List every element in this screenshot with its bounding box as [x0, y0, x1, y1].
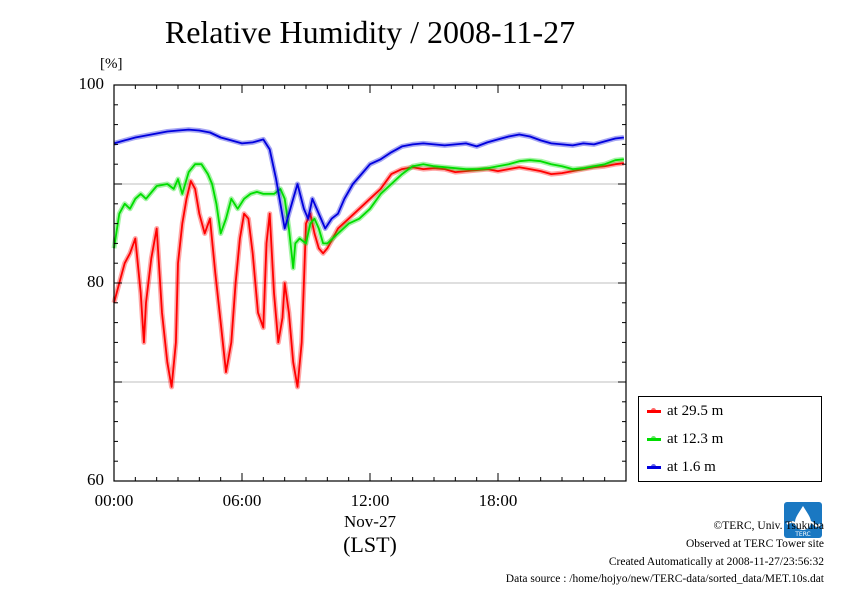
legend-label: at 1.6 m: [667, 458, 716, 475]
x-tick-label-1800: 18:00: [478, 491, 518, 510]
x-axis-label: (LST): [343, 532, 397, 557]
legend-item-1-6m: at 1.6 m: [647, 457, 716, 477]
y-axis-unit: [%]: [100, 56, 123, 72]
y-tick-label-60: 60: [87, 470, 104, 489]
legend-swatch-green: [647, 435, 661, 441]
legend-item-29-5m: at 29.5 m: [647, 401, 723, 421]
x-date-label: Nov-27: [344, 512, 396, 531]
footer-copyright: ©TERC, Univ. Tsukuba: [713, 520, 824, 532]
series-layer: [111, 127, 625, 390]
axis-ticks: [113, 84, 627, 482]
series-halo-1: [111, 156, 625, 271]
legend-swatch-red: [647, 407, 661, 413]
series-line-1: [113, 158, 624, 270]
x-tick-label-0600: 06:00: [222, 491, 262, 510]
x-tick-label-1200: 12:00: [350, 491, 390, 510]
legend-label: at 12.3 m: [667, 430, 724, 447]
logo-text: TERC: [794, 531, 811, 538]
legend-label: at 29.5 m: [667, 402, 724, 419]
grid-lines: [114, 183, 626, 383]
y-tick-label-100: 100: [78, 74, 105, 93]
footer-observed: Observed at TERC Tower site: [685, 538, 824, 550]
x-tick-label-0000: 00:00: [94, 491, 134, 510]
terc-logo-icon: TERC: [784, 502, 822, 538]
legend-swatch-blue: [647, 463, 661, 469]
legend-item-12-3m: at 12.3 m: [647, 429, 723, 449]
footer-source: Data source : /home/hojyo/new/TERC-data/…: [505, 573, 824, 585]
footer-created: Created Automatically at 2008-11-27/23:5…: [608, 556, 824, 568]
series-halo-0: [111, 160, 625, 390]
chart-title: Relative Humidity / 2008-11-27: [164, 14, 576, 50]
legend: at 29.5 m at 12.3 m at 1.6 m: [638, 396, 822, 482]
series-line-2: [113, 128, 625, 230]
y-tick-label-80: 80: [87, 272, 104, 291]
